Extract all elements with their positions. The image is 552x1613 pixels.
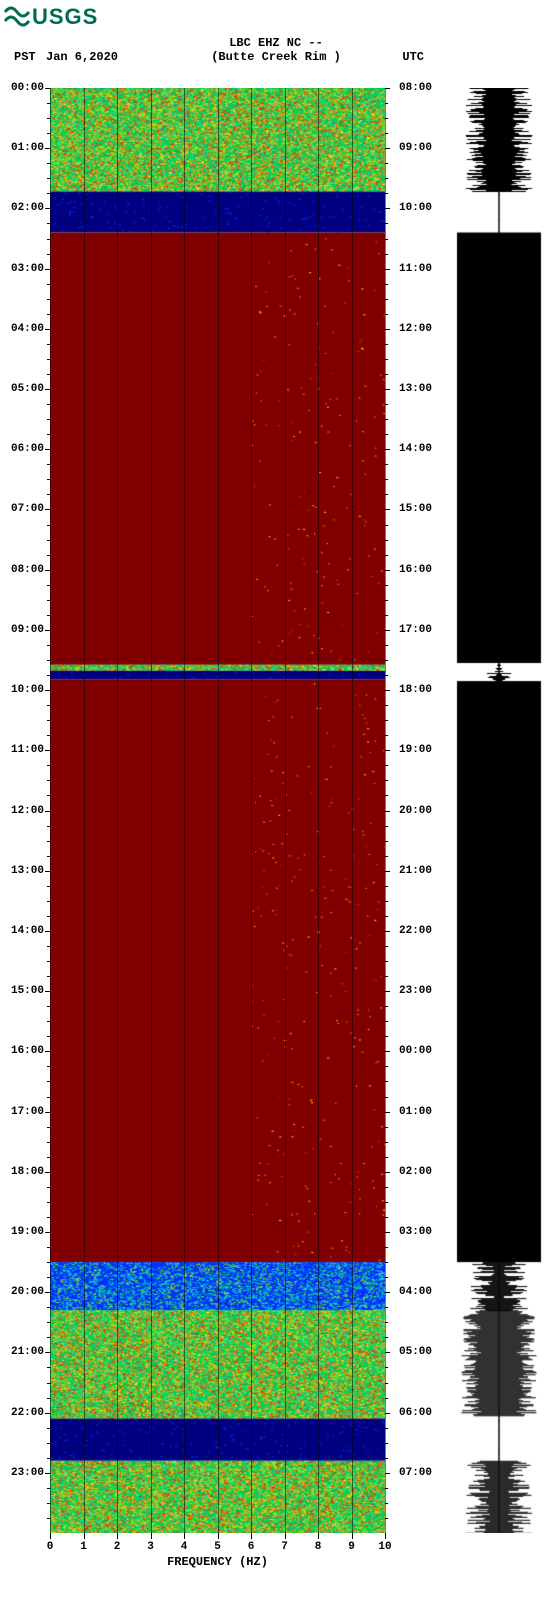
x-tick-label: 8 [315, 1541, 322, 1553]
utc-hour-label: 22:00 [399, 925, 432, 937]
usgs-text: USGS [32, 4, 98, 30]
usgs-logo: USGS [4, 4, 98, 30]
x-tick-label: 4 [181, 1541, 188, 1553]
x-tick-label: 6 [248, 1541, 255, 1553]
spectrogram-canvas [50, 88, 385, 1533]
x-tick-label: 10 [378, 1541, 391, 1553]
pst-hour-label: 01:00 [11, 142, 44, 154]
y-axis-utc: 08:0009:0010:0011:0012:0013:0014:0015:00… [385, 88, 445, 1533]
pst-hour-label: 15:00 [11, 985, 44, 997]
x-tick-label: 5 [214, 1541, 221, 1553]
pst-hour-label: 00:00 [11, 82, 44, 94]
station-code: LBC EHZ NC -- [0, 36, 552, 50]
utc-hour-label: 05:00 [399, 1346, 432, 1358]
x-tick-label: 2 [114, 1541, 121, 1553]
utc-hour-label: 15:00 [399, 503, 432, 515]
utc-hour-label: 23:00 [399, 985, 432, 997]
x-tick-label: 3 [147, 1541, 154, 1553]
pst-hour-label: 05:00 [11, 383, 44, 395]
pst-hour-label: 06:00 [11, 443, 44, 455]
pst-hour-label: 23:00 [11, 1467, 44, 1479]
utc-hour-label: 20:00 [399, 805, 432, 817]
utc-hour-label: 12:00 [399, 323, 432, 335]
left-timezone: PST [14, 50, 36, 64]
utc-hour-label: 11:00 [399, 263, 432, 275]
pst-hour-label: 12:00 [11, 805, 44, 817]
chart-header: LBC EHZ NC -- PST Jan 6,2020 (Butte Cree… [0, 36, 552, 64]
x-tick-label: 1 [80, 1541, 87, 1553]
spectrogram-plot [50, 88, 385, 1533]
x-axis-title: FREQUENCY (HZ) [50, 1555, 385, 1569]
pst-hour-label: 17:00 [11, 1106, 44, 1118]
utc-hour-label: 07:00 [399, 1467, 432, 1479]
utc-hour-label: 13:00 [399, 383, 432, 395]
pst-hour-label: 14:00 [11, 925, 44, 937]
waveform-column [455, 88, 543, 1533]
pst-hour-label: 21:00 [11, 1346, 44, 1358]
pst-hour-label: 19:00 [11, 1226, 44, 1238]
waveform-canvas [455, 88, 543, 1533]
utc-hour-label: 02:00 [399, 1166, 432, 1178]
utc-hour-label: 21:00 [399, 865, 432, 877]
utc-hour-label: 06:00 [399, 1407, 432, 1419]
usgs-wave-icon [4, 6, 30, 28]
utc-hour-label: 01:00 [399, 1106, 432, 1118]
x-tick-label: 0 [47, 1541, 54, 1553]
pst-hour-label: 02:00 [11, 202, 44, 214]
utc-hour-label: 18:00 [399, 684, 432, 696]
pst-hour-label: 07:00 [11, 503, 44, 515]
pst-hour-label: 16:00 [11, 1045, 44, 1057]
pst-hour-label: 04:00 [11, 323, 44, 335]
utc-hour-label: 03:00 [399, 1226, 432, 1238]
utc-hour-label: 10:00 [399, 202, 432, 214]
utc-hour-label: 16:00 [399, 564, 432, 576]
utc-hour-label: 14:00 [399, 443, 432, 455]
pst-hour-label: 03:00 [11, 263, 44, 275]
header-date: Jan 6,2020 [46, 50, 118, 64]
utc-hour-label: 04:00 [399, 1286, 432, 1298]
pst-hour-label: 10:00 [11, 684, 44, 696]
utc-hour-label: 19:00 [399, 744, 432, 756]
pst-hour-label: 22:00 [11, 1407, 44, 1419]
pst-hour-label: 09:00 [11, 624, 44, 636]
pst-hour-label: 13:00 [11, 865, 44, 877]
pst-hour-label: 08:00 [11, 564, 44, 576]
x-tick-label: 9 [348, 1541, 355, 1553]
utc-hour-label: 08:00 [399, 82, 432, 94]
page-root: USGS LBC EHZ NC -- PST Jan 6,2020 (Butte… [0, 0, 552, 1613]
pst-hour-label: 11:00 [11, 744, 44, 756]
utc-hour-label: 17:00 [399, 624, 432, 636]
right-timezone: UTC [402, 50, 424, 64]
utc-hour-label: 00:00 [399, 1045, 432, 1057]
y-axis-pst: 00:0001:0002:0003:0004:0005:0006:0007:00… [0, 88, 50, 1533]
utc-hour-label: 09:00 [399, 142, 432, 154]
pst-hour-label: 20:00 [11, 1286, 44, 1298]
x-tick-label: 7 [281, 1541, 288, 1553]
pst-hour-label: 18:00 [11, 1166, 44, 1178]
